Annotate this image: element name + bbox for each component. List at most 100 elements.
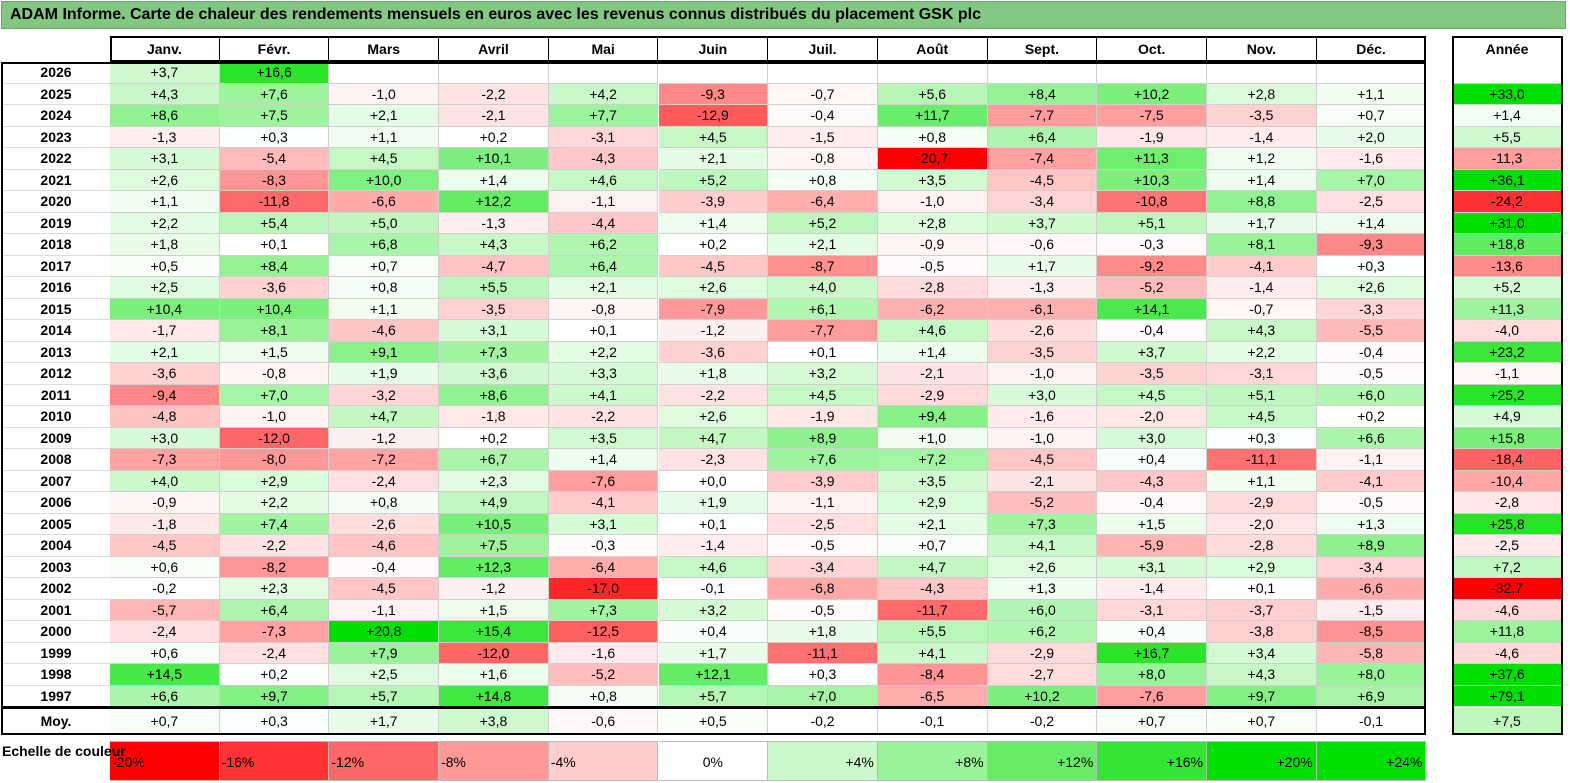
year-label: 2004 [2, 535, 110, 557]
heatmap-cell: +1,5 [219, 341, 330, 363]
heatmap-cell: +4,5 [658, 126, 769, 148]
heatmap-cell: +1,8 [110, 234, 220, 256]
heatmap-cell: -1,3 [110, 126, 220, 148]
heatmap-cell: -0,6 [987, 234, 1098, 256]
heatmap-cell: -7,9 [658, 298, 769, 320]
year-label: 2025 [2, 84, 110, 105]
heatmap-cell [329, 62, 440, 84]
heatmap-cell: -7,5 [1097, 105, 1207, 127]
heatmap-cell: -3,4 [1316, 556, 1427, 578]
heatmap-cell: +6,0 [1316, 384, 1427, 406]
heatmap-cell: -8,7 [768, 255, 878, 277]
heatmap-cell: -8,4 [877, 664, 988, 686]
color-scale-step: +8% [877, 741, 988, 781]
heatmap-cell: +5,2 [658, 169, 769, 191]
heatmap-cell: -11,7 [877, 599, 988, 621]
heatmap-cell: +8,1 [219, 320, 330, 342]
heatmap-cell: -8,0 [219, 449, 330, 471]
heatmap-cell: -1,1 [1316, 449, 1427, 471]
heatmap-cell: -3,9 [658, 191, 769, 213]
heatmap-cell: -1,0 [219, 406, 330, 428]
heatmap-cell: -1,0 [987, 427, 1098, 449]
annual-cell: -2,8 [1452, 492, 1563, 514]
heatmap-cell: -6,6 [1316, 578, 1427, 600]
heatmap-cell: +1,4 [548, 449, 659, 471]
heatmap-cell: -3,5 [1097, 363, 1207, 385]
average-annual-cell: +7,5 [1452, 708, 1563, 734]
year-label: 2026 [2, 62, 110, 84]
year-label: 2001 [2, 600, 110, 621]
heatmap-cell: -7,7 [987, 105, 1098, 127]
heatmap-cell: +0,3 [768, 664, 878, 686]
heatmap-cell: +8,0 [1316, 664, 1427, 686]
average-cell: -0,2 [768, 708, 878, 734]
heatmap-cell: -0,5 [1316, 492, 1427, 514]
heatmap-cell: -3,5 [439, 298, 549, 320]
heatmap-cell: +1,4 [658, 212, 769, 234]
heatmap-cell: -1,3 [987, 277, 1098, 299]
heatmap-cell: -0,1 [658, 578, 769, 600]
heatmap-cell: +5,7 [329, 685, 440, 707]
heatmap-cell: +0,8 [768, 169, 878, 191]
month-header: Juin [659, 36, 769, 62]
heatmap-cell: +2,1 [768, 234, 878, 256]
annual-cell: +23,2 [1452, 341, 1563, 363]
heatmap-cell: -7,7 [768, 320, 878, 342]
heatmap-cell: +9,4 [877, 406, 988, 428]
month-header: Mars [329, 36, 440, 62]
heatmap-cell: -2,1 [987, 470, 1098, 492]
annual-cell: +36,1 [1452, 169, 1563, 191]
heatmap-cell: +0,6 [110, 556, 220, 578]
average-cell: -0,1 [1316, 708, 1427, 734]
heatmap-cell: -0,4 [768, 105, 878, 127]
heatmap-cell: -20,7 [877, 148, 988, 170]
annual-cell: -2,5 [1452, 535, 1563, 557]
heatmap-cell: -4,1 [1316, 470, 1427, 492]
heatmap-cell: +6,4 [219, 599, 330, 621]
heatmap-cell: -3,6 [658, 341, 769, 363]
heatmap-cell: +2,1 [329, 105, 440, 127]
average-label: Moy. [2, 708, 110, 734]
heatmap-cell: +8,8 [1207, 191, 1317, 213]
heatmap-cell: +4,7 [877, 556, 988, 578]
annual-cell: +33,0 [1452, 83, 1563, 105]
heatmap-cell: +4,6 [877, 320, 988, 342]
heatmap-cell: -3,5 [1207, 105, 1317, 127]
average-cell: -0,1 [877, 708, 988, 734]
heatmap-cell: +1,1 [329, 126, 440, 148]
heatmap-cell: -6,4 [768, 191, 878, 213]
heatmap-cell: -1,0 [877, 191, 988, 213]
heatmap-cell: +4,0 [110, 470, 220, 492]
heatmap-cell: +3,4 [1207, 642, 1317, 664]
heatmap-cell [1316, 62, 1427, 84]
heatmap-cell: +8,9 [1316, 535, 1427, 557]
annual-cell: +18,8 [1452, 234, 1563, 256]
annual-cell: +15,8 [1452, 427, 1563, 449]
heatmap-cell: -3,6 [110, 363, 220, 385]
heatmap-cell: -0,3 [1097, 234, 1207, 256]
heatmap-cell: +9,1 [329, 341, 440, 363]
heatmap-cell: -3,5 [987, 341, 1098, 363]
heatmap-cell: +20,8 [329, 621, 440, 643]
heatmap-cell: +5,1 [1097, 212, 1207, 234]
heatmap-cell: +2,2 [1207, 341, 1317, 363]
heatmap-cell: -3,4 [768, 556, 878, 578]
heatmap-cell: +2,6 [658, 406, 769, 428]
heatmap-cell: -1,6 [1316, 148, 1427, 170]
annual-cell: +25,2 [1452, 384, 1563, 406]
heatmap-cell: +1,1 [1316, 83, 1427, 105]
heatmap-cell: +1,4 [877, 341, 988, 363]
heatmap-cell: +0,5 [110, 255, 220, 277]
heatmap-cell: +7,6 [219, 83, 330, 105]
heatmap-cell: +5,4 [219, 212, 330, 234]
heatmap-cell: -4,3 [1097, 470, 1207, 492]
annual-cell: +4,9 [1452, 406, 1563, 428]
heatmap-cell: +1,4 [439, 169, 549, 191]
heatmap-cell: +7,3 [987, 513, 1098, 535]
heatmap-cell: +1,4 [1316, 212, 1427, 234]
heatmap-cell: +12,1 [658, 664, 769, 686]
heatmap-cell: +5,1 [1207, 384, 1317, 406]
heatmap-cell: +0,1 [768, 341, 878, 363]
heatmap-cell: +7,5 [219, 105, 330, 127]
